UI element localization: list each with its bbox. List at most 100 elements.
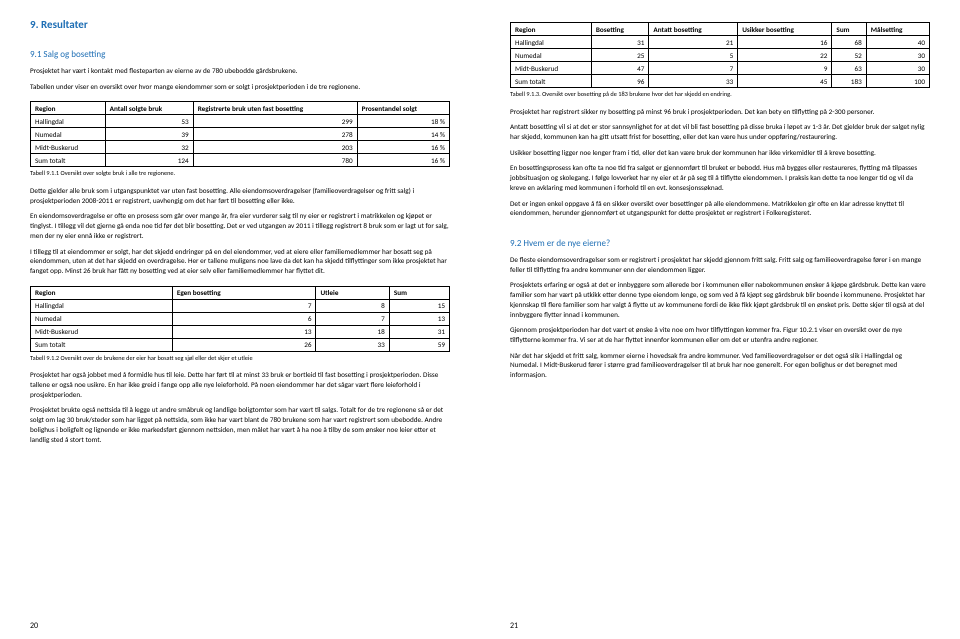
table-cell: 30 [866, 62, 929, 75]
para: Prosjektets erfaring er også at det er i… [510, 280, 930, 319]
table-cell: 47 [591, 62, 648, 75]
table-cell: 31 [591, 36, 648, 49]
heading-results: 9. Resultater [30, 18, 450, 31]
table-cell: 14 % [357, 128, 449, 141]
table-row: Numedal3927814 % [31, 128, 450, 141]
table-cell: 22 [738, 49, 832, 62]
para: Prosjektet brukte også nettsida til å le… [30, 405, 450, 444]
col-header: Region [31, 286, 173, 299]
table-cell: 26 [172, 338, 316, 351]
table-cell: 21 [649, 36, 738, 49]
table-cell: 59 [389, 338, 449, 351]
table-cell: Sum totalt [31, 338, 173, 351]
heading-9-2: 9.2 Hvem er de nye eierne? [510, 238, 930, 249]
table-sold-bruk: Region Antall solgte bruk Registrerte br… [30, 101, 450, 167]
table-cell: 6 [172, 312, 316, 325]
col-header: Antall solgte bruk [105, 102, 193, 115]
col-header: Bosetting [591, 23, 648, 36]
table-cell: 203 [193, 141, 357, 154]
table-cell: Midt-Buskerud [31, 325, 173, 338]
table-cell: 33 [649, 75, 738, 88]
table-cell: 52 [832, 49, 866, 62]
table-cell: 63 [832, 62, 866, 75]
para: Når det har skjedd et fritt salg, kommer… [510, 351, 930, 380]
page-left: 9. Resultater 9.1 Salg og bosetting Pros… [0, 0, 480, 639]
table-cell: 31 [389, 325, 449, 338]
table-cell: 299 [193, 115, 357, 128]
table-row: Hallingdal3121166840 [511, 36, 930, 49]
table-row: Hallingdal7815 [31, 299, 450, 312]
table-row: Hallingdal5329918 % [31, 115, 450, 128]
table-cell: 278 [193, 128, 357, 141]
page-number: 20 [30, 621, 38, 631]
para: Gjennom prosjektperioden har det vært et… [510, 325, 930, 344]
para: De fleste eiendomsoverdragelser som er r… [510, 255, 930, 274]
table-row: Sum totalt963345183100 [511, 75, 930, 88]
table-caption: Tabell 9.1.3. Oversikt over bosetting på… [510, 90, 930, 99]
col-header: Registrerte bruk uten fast bosetting [193, 102, 357, 115]
table-cell: 39 [105, 128, 193, 141]
col-header: Prosentandel solgt [357, 102, 449, 115]
table-cell: Numedal [31, 312, 173, 325]
table-cell: 7 [316, 312, 389, 325]
para: Tabellen under viser en oversikt over hv… [30, 82, 450, 92]
table-cell: Sum totalt [31, 154, 106, 167]
col-header: Utleie [316, 286, 389, 299]
table-cell: 9 [738, 62, 832, 75]
table-cell: Numedal [31, 128, 106, 141]
table-cell: 96 [591, 75, 648, 88]
table-cell: 124 [105, 154, 193, 167]
para: Usikker bosetting ligger noe lenger fram… [510, 148, 930, 158]
table-cell: 18 % [357, 115, 449, 128]
table-cell: 7 [649, 62, 738, 75]
col-header: Egen bosetting [172, 286, 316, 299]
table-cell: 16 % [357, 154, 449, 167]
table-cell: 15 [389, 299, 449, 312]
table-cell: Hallingdal [31, 115, 106, 128]
col-header: Sum [389, 286, 449, 299]
col-header: Antatt bosetting [649, 23, 738, 36]
para: Antatt bosetting vil si at det er stor s… [510, 122, 930, 141]
table-caption: Tabell 9.1.1 Oversikt over solgte bruk i… [30, 169, 450, 178]
para: En eiendomsoverdragelse er ofte en prose… [30, 211, 450, 240]
para: Prosjektet har registrert sikker ny bose… [510, 107, 930, 117]
table-cell: Hallingdal [31, 299, 173, 312]
table-cell: Numedal [511, 49, 592, 62]
table-cell: 33 [316, 338, 389, 351]
heading-9-1: 9.1 Salg og bosetting [30, 49, 450, 60]
page-number: 21 [510, 621, 518, 631]
table-row: Sum totalt263359 [31, 338, 450, 351]
table-cell: 25 [591, 49, 648, 62]
table-cell: 32 [105, 141, 193, 154]
table-row: Midt-Buskerud47796330 [511, 62, 930, 75]
table-cell: 30 [866, 49, 929, 62]
para: Dette gjelder alle bruk som i utgangspun… [30, 186, 450, 205]
table-cell: 16 % [357, 141, 449, 154]
table-cell: 16 [738, 36, 832, 49]
table-cell: 68 [832, 36, 866, 49]
table-caption: Tabell 9.1.2 Oversikt over de brukene de… [30, 354, 450, 363]
col-header: Region [511, 23, 592, 36]
table-cell: 18 [316, 325, 389, 338]
table-cell: 40 [866, 36, 929, 49]
table-egen-bosetting: Region Egen bosetting Utleie Sum Halling… [30, 286, 450, 352]
table-row: Numedal255225230 [511, 49, 930, 62]
table-cell: 8 [316, 299, 389, 312]
table-row: Midt-Buskerud3220316 % [31, 141, 450, 154]
table-cell: 5 [649, 49, 738, 62]
col-header: Sum [832, 23, 866, 36]
table-row: Midt-Buskerud131831 [31, 325, 450, 338]
table-bosetting-oversikt: Region Bosetting Antatt bosetting Usikke… [510, 22, 930, 88]
para: En bosettingsprosess kan ofte ta noe tid… [510, 163, 930, 192]
table-cell: 13 [389, 312, 449, 325]
para: Det er ingen enkel oppgave å få en sikke… [510, 199, 930, 218]
table-row: Sum totalt12478016 % [31, 154, 450, 167]
table-cell: 13 [172, 325, 316, 338]
table-cell: Hallingdal [511, 36, 592, 49]
table-cell: 183 [832, 75, 866, 88]
table-cell: 53 [105, 115, 193, 128]
col-header: Region [31, 102, 106, 115]
col-header: Målsetting [866, 23, 929, 36]
para: Prosjektet har vært i kontakt med fleste… [30, 66, 450, 76]
col-header: Usikker bosetting [738, 23, 832, 36]
